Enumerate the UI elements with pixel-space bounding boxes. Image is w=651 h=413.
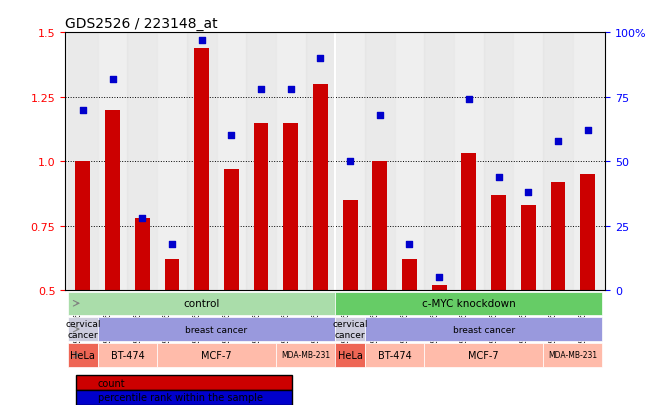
FancyBboxPatch shape xyxy=(76,375,292,390)
Point xyxy=(286,86,296,93)
Bar xyxy=(543,33,573,291)
Bar xyxy=(424,33,454,291)
Point xyxy=(523,190,533,196)
Bar xyxy=(105,110,120,291)
FancyBboxPatch shape xyxy=(98,344,157,367)
FancyBboxPatch shape xyxy=(68,318,98,341)
Point xyxy=(345,159,355,165)
Point xyxy=(493,174,504,180)
Bar xyxy=(573,33,602,291)
Text: breast cancer: breast cancer xyxy=(452,325,515,334)
Bar xyxy=(521,206,536,291)
Bar xyxy=(157,33,187,291)
FancyBboxPatch shape xyxy=(68,292,335,315)
FancyBboxPatch shape xyxy=(76,390,292,405)
FancyBboxPatch shape xyxy=(157,344,276,367)
FancyBboxPatch shape xyxy=(365,318,602,341)
Text: breast cancer: breast cancer xyxy=(186,325,247,334)
Bar xyxy=(187,33,217,291)
Bar xyxy=(395,33,424,291)
Bar xyxy=(135,218,150,291)
Bar xyxy=(491,195,506,291)
Bar xyxy=(224,170,239,291)
Point xyxy=(107,76,118,83)
Point xyxy=(77,107,88,114)
Bar xyxy=(68,33,98,291)
Bar xyxy=(551,183,565,291)
Bar xyxy=(580,175,595,291)
Bar xyxy=(98,33,128,291)
Text: GDS2526 / 223148_at: GDS2526 / 223148_at xyxy=(65,17,217,31)
FancyBboxPatch shape xyxy=(335,318,365,341)
Bar xyxy=(372,162,387,291)
Text: MCF-7: MCF-7 xyxy=(469,350,499,360)
Bar xyxy=(484,33,514,291)
Bar xyxy=(454,33,484,291)
Point xyxy=(434,275,445,281)
Text: BT-474: BT-474 xyxy=(378,350,411,360)
Bar xyxy=(276,33,305,291)
FancyBboxPatch shape xyxy=(68,344,98,367)
Point xyxy=(256,86,266,93)
Bar xyxy=(342,200,357,291)
Bar xyxy=(283,123,298,291)
Point xyxy=(374,112,385,119)
Text: BT-474: BT-474 xyxy=(111,350,145,360)
Point xyxy=(583,128,593,134)
Point xyxy=(137,215,148,222)
Point xyxy=(167,241,177,247)
Text: percentile rank within the sample: percentile rank within the sample xyxy=(98,392,262,402)
Bar xyxy=(432,285,447,291)
FancyBboxPatch shape xyxy=(543,344,602,367)
Bar xyxy=(165,260,180,291)
Text: HeLa: HeLa xyxy=(70,350,95,360)
Text: cervical
cancer: cervical cancer xyxy=(65,320,101,339)
Text: MDA-MB-231: MDA-MB-231 xyxy=(281,351,330,360)
Text: cervical
cancer: cervical cancer xyxy=(333,320,368,339)
Bar xyxy=(335,33,365,291)
FancyBboxPatch shape xyxy=(98,318,335,341)
Text: MCF-7: MCF-7 xyxy=(201,350,232,360)
FancyBboxPatch shape xyxy=(276,344,335,367)
Point xyxy=(404,241,415,247)
Point xyxy=(315,55,326,62)
Bar xyxy=(402,260,417,291)
Text: c-MYC knockdown: c-MYC knockdown xyxy=(422,299,516,309)
Text: control: control xyxy=(184,299,220,309)
Point xyxy=(226,133,236,140)
Bar xyxy=(217,33,246,291)
Bar xyxy=(462,154,477,291)
Text: HeLa: HeLa xyxy=(338,350,363,360)
FancyBboxPatch shape xyxy=(365,344,424,367)
Bar xyxy=(313,85,328,291)
Point xyxy=(197,38,207,44)
Bar xyxy=(305,33,335,291)
Point xyxy=(553,138,563,145)
FancyBboxPatch shape xyxy=(335,344,365,367)
Text: count: count xyxy=(98,377,125,388)
Bar xyxy=(514,33,543,291)
Bar xyxy=(194,48,209,291)
FancyBboxPatch shape xyxy=(335,292,602,315)
FancyBboxPatch shape xyxy=(424,344,543,367)
Bar xyxy=(76,162,90,291)
Point xyxy=(464,97,474,103)
Bar xyxy=(246,33,276,291)
Bar xyxy=(254,123,268,291)
Text: MDA-MB-231: MDA-MB-231 xyxy=(548,351,598,360)
Bar xyxy=(365,33,395,291)
Bar xyxy=(128,33,157,291)
